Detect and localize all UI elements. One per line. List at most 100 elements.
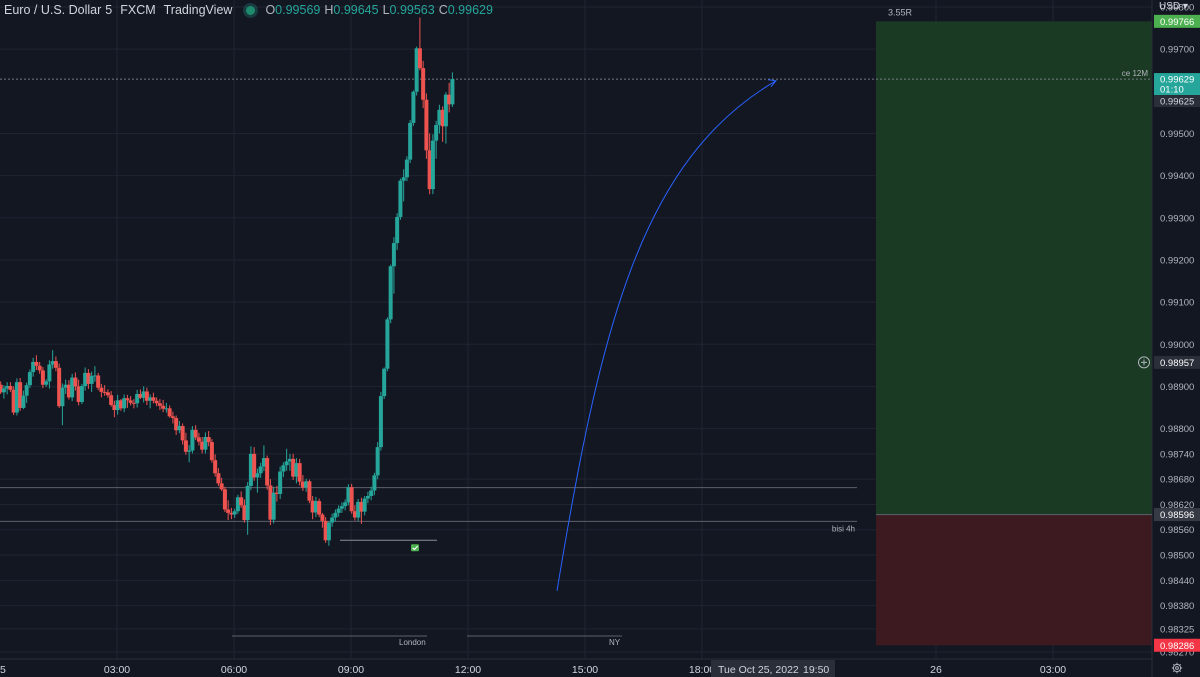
crosshair-price-tag[interactable]: 0.98957 bbox=[1138, 355, 1200, 369]
candle-body[interactable] bbox=[96, 375, 101, 388]
candle-body[interactable] bbox=[193, 429, 198, 438]
candle-body[interactable] bbox=[213, 460, 218, 474]
candle-body[interactable] bbox=[141, 391, 146, 398]
candle-body[interactable] bbox=[359, 501, 364, 512]
candle-body[interactable] bbox=[261, 458, 266, 467]
candle-body[interactable] bbox=[200, 441, 205, 450]
candle-body[interactable] bbox=[372, 475, 377, 491]
candle-body[interactable] bbox=[79, 385, 84, 403]
candle-body[interactable] bbox=[128, 400, 133, 403]
candle-body[interactable] bbox=[307, 481, 312, 501]
candle-body[interactable] bbox=[8, 385, 13, 390]
target-zone[interactable] bbox=[876, 21, 1152, 515]
candle-body[interactable] bbox=[417, 48, 422, 69]
candle-body[interactable] bbox=[112, 404, 117, 411]
candle-body[interactable] bbox=[99, 387, 104, 392]
candle-body[interactable] bbox=[177, 426, 182, 431]
candle-body[interactable] bbox=[411, 91, 416, 123]
candle-body[interactable] bbox=[408, 122, 413, 160]
interval[interactable]: 5 bbox=[105, 3, 113, 17]
candle-body[interactable] bbox=[148, 397, 153, 401]
candle-body[interactable] bbox=[206, 437, 211, 443]
market-status-icon[interactable] bbox=[246, 5, 256, 15]
candle-body[interactable] bbox=[226, 509, 231, 513]
candle-body[interactable] bbox=[24, 385, 29, 396]
candle-body[interactable] bbox=[248, 453, 253, 486]
candle-body[interactable] bbox=[167, 408, 172, 417]
candle-body[interactable] bbox=[317, 501, 322, 515]
candle-body[interactable] bbox=[138, 394, 143, 398]
candle-body[interactable] bbox=[268, 485, 273, 520]
candle-body[interactable] bbox=[131, 402, 136, 404]
candle-body[interactable] bbox=[330, 517, 335, 523]
candle-body[interactable] bbox=[434, 125, 439, 141]
candle-body[interactable] bbox=[369, 490, 374, 497]
candle-body[interactable] bbox=[336, 508, 341, 513]
candle-body[interactable] bbox=[92, 375, 97, 377]
gear-icon[interactable] bbox=[1171, 662, 1183, 674]
symbol-name[interactable]: Euro / U.S. Dollar bbox=[4, 3, 102, 17]
target-price-tag[interactable]: 0.99766 bbox=[1154, 14, 1200, 28]
candle-body[interactable] bbox=[333, 512, 338, 518]
candle-body[interactable] bbox=[203, 437, 208, 450]
candle-body[interactable] bbox=[343, 502, 348, 507]
candle-body[interactable] bbox=[18, 382, 23, 408]
candle-body[interactable] bbox=[346, 487, 351, 503]
candle-body[interactable] bbox=[21, 395, 26, 408]
candle-body[interactable] bbox=[219, 483, 224, 490]
prev-close-tag[interactable]: 0.99625 bbox=[1154, 95, 1200, 108]
candle-body[interactable] bbox=[313, 501, 318, 513]
candle-body[interactable] bbox=[183, 440, 188, 452]
candle-body[interactable] bbox=[144, 391, 149, 401]
candle-body[interactable] bbox=[57, 367, 62, 407]
candle-body[interactable] bbox=[154, 400, 159, 404]
candle-body[interactable] bbox=[1, 388, 6, 393]
candle-body[interactable] bbox=[323, 520, 328, 541]
price-axis[interactable]: 0.99800 0.99700 0.99500 0.99400 0.99300 0.992… bbox=[1160, 3, 1194, 659]
candle-body[interactable] bbox=[430, 140, 435, 190]
candle-body[interactable] bbox=[274, 492, 279, 494]
candle-body[interactable] bbox=[304, 481, 309, 488]
candle-body[interactable] bbox=[395, 216, 400, 244]
candle-body[interactable] bbox=[300, 481, 305, 488]
candle-body[interactable] bbox=[239, 497, 244, 506]
candle-body[interactable] bbox=[0, 384, 3, 393]
candle-body[interactable] bbox=[362, 498, 367, 512]
candle-body[interactable] bbox=[47, 364, 52, 382]
candle-body[interactable] bbox=[102, 391, 107, 393]
candle-body[interactable] bbox=[284, 461, 289, 466]
candle-body[interactable] bbox=[339, 506, 344, 509]
candle-body[interactable] bbox=[255, 473, 260, 478]
candle-body[interactable] bbox=[388, 266, 393, 320]
candle-body[interactable] bbox=[258, 466, 263, 474]
candle-body[interactable] bbox=[424, 99, 429, 151]
candle-body[interactable] bbox=[109, 395, 114, 405]
candle-body[interactable] bbox=[86, 372, 91, 384]
candle-body[interactable] bbox=[11, 389, 16, 413]
candle-body[interactable] bbox=[242, 505, 247, 521]
candle-body[interactable] bbox=[450, 79, 455, 105]
candle-body[interactable] bbox=[122, 398, 127, 409]
candle-body[interactable] bbox=[216, 473, 221, 484]
candle-body[interactable] bbox=[291, 458, 296, 477]
candle-body[interactable] bbox=[27, 372, 32, 386]
time-axis[interactable]: 5 03:00 06:00 09:00 12:00 15:00 18:00 26 03:00 bbox=[0, 664, 1066, 676]
crosshair-time-tag[interactable]: Tue Oct 25, 2022 19:50 bbox=[711, 660, 835, 677]
candle-body[interactable] bbox=[265, 458, 270, 486]
candle-body[interactable] bbox=[382, 368, 387, 397]
candle-body[interactable] bbox=[73, 377, 78, 387]
candle-body[interactable] bbox=[76, 386, 81, 403]
candle-body[interactable] bbox=[385, 319, 390, 369]
candle-body[interactable] bbox=[443, 94, 448, 127]
candle-body[interactable] bbox=[63, 384, 68, 388]
candles[interactable] bbox=[0, 17, 455, 546]
candle-body[interactable] bbox=[356, 501, 361, 518]
candle-body[interactable] bbox=[37, 365, 42, 371]
projection-arrow[interactable] bbox=[556, 79, 777, 591]
candle-body[interactable] bbox=[174, 418, 179, 431]
candle-body[interactable] bbox=[310, 500, 315, 513]
candle-body[interactable] bbox=[235, 497, 240, 512]
candle-body[interactable] bbox=[125, 398, 130, 401]
candle-body[interactable] bbox=[209, 442, 214, 461]
